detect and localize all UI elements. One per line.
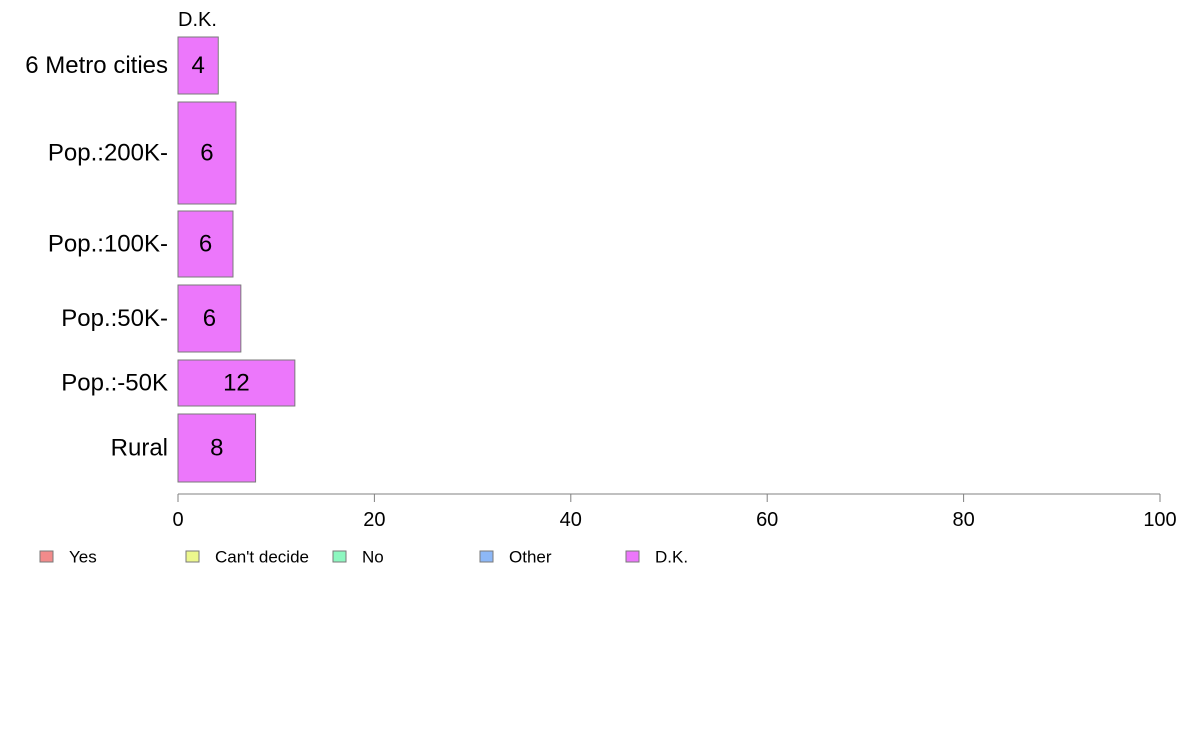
x-tick-label: 80	[952, 509, 974, 531]
value-label: 6	[199, 231, 212, 258]
x-axis: 0 20 40 60 80 100	[172, 493, 1177, 531]
value-label: 4	[191, 52, 204, 79]
bars-group: 6 Metro cities 4 Pop.:200K- 6 Pop.:100K- 6 Pop…	[25, 36, 296, 483]
value-label: 8	[210, 435, 223, 462]
category-label: Pop.:50K-	[61, 305, 168, 332]
x-tick-label: 0	[172, 509, 183, 531]
bar	[177, 284, 242, 353]
bar	[177, 210, 234, 278]
legend-swatch	[479, 550, 494, 563]
category-label: Pop.:200K-	[48, 140, 168, 167]
bar	[177, 101, 237, 205]
legend-label: No	[362, 548, 384, 567]
category-label: Pop.:100K-	[48, 231, 168, 258]
legend-label: D.K.	[655, 548, 688, 567]
series-header: D.K.	[178, 9, 217, 31]
value-label: 6	[200, 140, 213, 167]
value-label: 12	[223, 370, 250, 397]
category-label: Rural	[111, 435, 168, 462]
legend-swatch	[625, 550, 640, 563]
x-tick-label: 40	[560, 509, 582, 531]
x-tick-label: 60	[756, 509, 778, 531]
x-tick-label: 100	[1143, 509, 1176, 531]
value-label: 6	[203, 305, 216, 332]
bar	[177, 413, 257, 483]
bar	[177, 36, 219, 95]
legend: Yes Can't decide No Other D.K.	[39, 548, 688, 567]
bar	[177, 359, 296, 407]
legend-label: Yes	[69, 548, 97, 567]
category-label: 6 Metro cities	[25, 52, 168, 79]
legend-label: Can't decide	[215, 548, 309, 567]
category-label: Pop.:-50K	[61, 370, 168, 397]
legend-swatch	[39, 550, 54, 563]
legend-swatch	[332, 550, 347, 563]
legend-label: Other	[509, 548, 552, 567]
x-tick-label: 20	[363, 509, 385, 531]
legend-swatch	[185, 550, 200, 563]
